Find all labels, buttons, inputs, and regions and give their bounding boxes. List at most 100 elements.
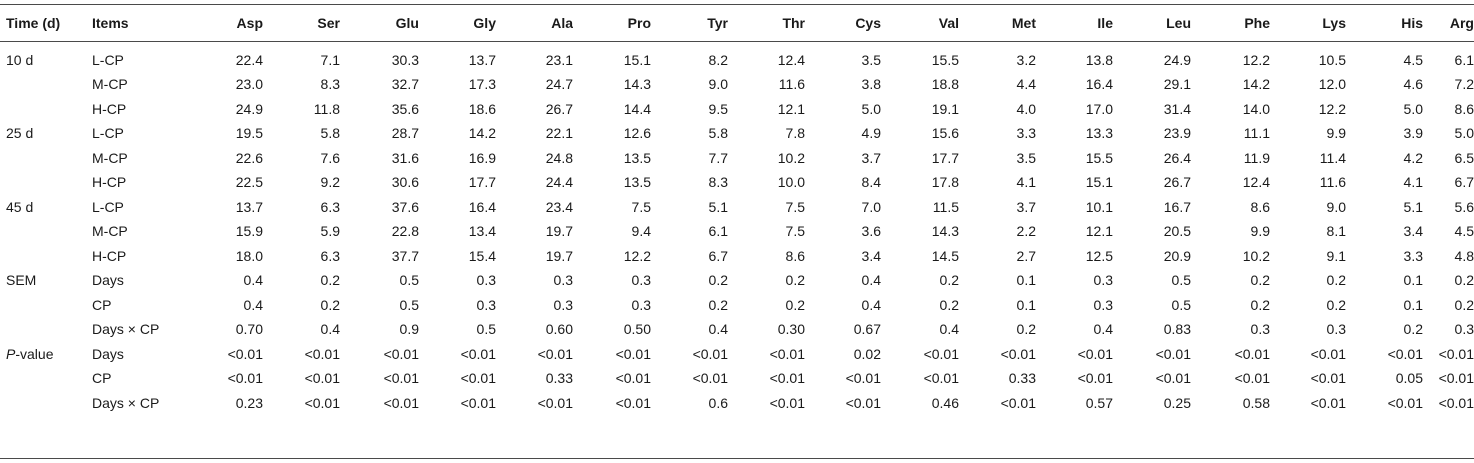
value-cell: 13.5	[623, 174, 651, 191]
value-cell: 0.5	[399, 272, 419, 289]
value-cell: 7.0	[861, 198, 881, 215]
value-cell: 9.9	[1326, 125, 1346, 142]
value-cell: <0.01	[1387, 345, 1423, 362]
value-cell: 16.4	[468, 198, 496, 215]
table-row: 25 d L-CP 19.5 5.8 28.7 14.2 22.1 12.6 5.8 7.8 4.9…	[0, 121, 1474, 146]
value-cell: 6.3	[320, 198, 340, 215]
value-cell: <0.01	[1000, 394, 1036, 411]
header-rule	[0, 41, 1474, 42]
value-cell: 15.5	[1085, 149, 1113, 166]
value-cell: 14.3	[931, 223, 959, 240]
value-cell: 11.6	[778, 76, 805, 93]
value-cell: 0.02	[853, 345, 881, 362]
table-row: CP 0.4 0.2 0.5 0.3 0.3 0.3 0.2 0.2 0.4 0.2 0.1 0.3 0.…	[0, 293, 1474, 318]
value-cell: 0.5	[1171, 272, 1191, 289]
time-cell	[0, 317, 92, 342]
value-cell: 6.7	[1454, 174, 1474, 191]
value-cell: 0.3	[1093, 272, 1113, 289]
value-cell: <0.01	[383, 370, 419, 387]
time-cell	[0, 244, 92, 269]
value-cell: 0.46	[931, 394, 959, 411]
item-cell: L-CP	[92, 125, 124, 142]
value-cell: 9.2	[320, 174, 340, 191]
value-cell: <0.01	[692, 345, 728, 362]
column-header-his: His	[1401, 15, 1423, 31]
value-cell: 17.8	[931, 174, 959, 191]
column-header-gly: Gly	[473, 15, 496, 31]
column-header-ile: Ile	[1097, 15, 1113, 31]
value-cell: 0.1	[1403, 296, 1423, 313]
value-cell: 7.5	[631, 198, 651, 215]
value-cell: 0.05	[1395, 370, 1423, 387]
value-cell: 3.7	[1016, 198, 1036, 215]
value-cell: 14.2	[1242, 76, 1270, 93]
value-cell: 0.2	[708, 272, 728, 289]
value-cell: 0.2	[708, 296, 728, 313]
value-cell: 4.1	[1016, 174, 1036, 191]
value-cell: 0.60	[545, 321, 573, 338]
value-cell: 7.5	[785, 223, 805, 240]
value-cell: 37.7	[391, 247, 419, 264]
p-italic: P	[6, 345, 16, 362]
value-cell: 3.4	[861, 247, 881, 264]
value-cell: <0.01	[1438, 370, 1474, 387]
value-cell: <0.01	[227, 370, 263, 387]
value-cell: 4.0	[1016, 100, 1036, 117]
value-cell: 0.4	[1093, 321, 1113, 338]
value-cell: 5.6	[1454, 198, 1474, 215]
time-cell	[0, 219, 92, 244]
value-cell: 15.9	[235, 223, 263, 240]
value-cell: 0.2	[320, 296, 340, 313]
value-cell: 3.3	[1016, 125, 1036, 142]
value-cell: 13.5	[623, 149, 651, 166]
item-cell: M-CP	[92, 223, 128, 240]
column-header-thr: Thr	[782, 15, 805, 31]
value-cell: 10.0	[777, 174, 805, 191]
value-cell: 18.0	[235, 247, 263, 264]
value-cell: 12.4	[777, 51, 805, 68]
value-cell: 0.3	[476, 272, 496, 289]
value-cell: 12.2	[623, 247, 651, 264]
value-cell: 32.7	[391, 76, 419, 93]
value-cell: 6.1	[1454, 51, 1474, 68]
value-cell: 0.1	[1016, 272, 1036, 289]
value-cell: 19.7	[545, 223, 573, 240]
value-cell: 0.33	[545, 370, 573, 387]
value-cell: 12.1	[777, 100, 805, 117]
value-cell: 0.3	[1326, 321, 1346, 338]
value-cell: 22.6	[235, 149, 263, 166]
value-cell: 0.2	[1454, 296, 1474, 313]
value-cell: 19.1	[931, 100, 959, 117]
value-cell: 15.6	[931, 125, 959, 142]
value-cell: 0.4	[243, 296, 263, 313]
time-cell: SEM	[6, 272, 37, 289]
value-cell: 4.8	[1454, 247, 1474, 264]
table-row: P-value Days <0.01 <0.01 <0.01 <0.01 <0.01 <0.0…	[0, 342, 1474, 367]
value-cell: <0.01	[537, 394, 573, 411]
value-cell: 0.2	[785, 272, 805, 289]
time-cell	[0, 72, 92, 97]
value-cell: 12.4	[1242, 174, 1270, 191]
value-cell: <0.01	[769, 370, 805, 387]
time-cell	[0, 97, 92, 122]
time-cell: 25 d	[6, 125, 34, 142]
value-cell: 24.9	[1163, 51, 1191, 68]
bottom-rule	[0, 458, 1474, 459]
column-header-items: Items	[92, 15, 129, 31]
value-cell: 0.2	[785, 296, 805, 313]
column-header-phe: Phe	[1244, 15, 1270, 31]
value-cell: 0.2	[1403, 321, 1423, 338]
value-cell: 29.1	[1163, 76, 1191, 93]
item-cell: M-CP	[92, 76, 128, 93]
value-cell: 10.1	[1085, 198, 1113, 215]
value-cell: 10.2	[1242, 247, 1270, 264]
value-cell: 17.0	[1085, 100, 1113, 117]
time-cell: P-value	[0, 342, 92, 367]
value-cell: 0.2	[939, 296, 959, 313]
value-cell: 0.2	[1250, 296, 1270, 313]
value-cell: 22.5	[235, 174, 263, 191]
value-cell: 3.3	[1403, 247, 1423, 264]
value-cell: 9.1	[1326, 247, 1346, 264]
value-cell: 9.9	[1250, 223, 1270, 240]
